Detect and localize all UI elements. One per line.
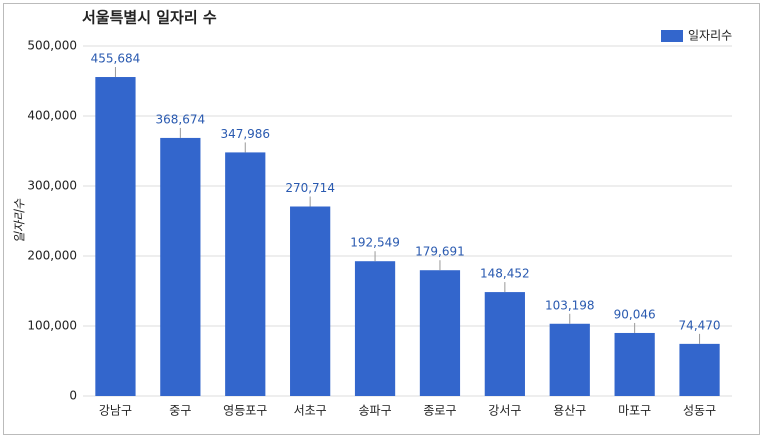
bar (290, 206, 331, 396)
x-tick-label: 송파구 (358, 404, 391, 418)
x-tick-label: 영등포구 (223, 404, 267, 418)
bar (354, 261, 396, 396)
x-tick-label: 종로구 (423, 404, 456, 418)
y-tick-label: 100,000 (27, 319, 77, 333)
x-tick-label: 강남구 (99, 404, 132, 418)
bar (95, 77, 136, 396)
bar (419, 270, 461, 396)
x-tick-label: 강서구 (488, 404, 521, 418)
value-label: 192,549 (350, 236, 400, 250)
value-label: 368,674 (156, 112, 206, 126)
bar (484, 292, 525, 396)
value-label: 103,198 (545, 298, 595, 312)
y-tick-label: 400,000 (27, 109, 77, 123)
bar (549, 323, 590, 396)
legend-swatch (661, 30, 683, 42)
value-label: 148,452 (480, 267, 530, 281)
value-label: 179,691 (415, 245, 465, 259)
y-tick-label: 500,000 (27, 39, 77, 53)
chart-title: 서울특별시 일자리 수 (82, 9, 217, 27)
y-tick-label: 0 (69, 389, 77, 403)
x-tick-label: 성동구 (683, 404, 716, 418)
value-label: 455,684 (91, 52, 141, 66)
x-tick-label: 마포구 (618, 404, 651, 418)
y-axis-label: 일자리수 (13, 198, 27, 243)
value-label: 270,714 (285, 181, 335, 195)
value-label: 74,470 (679, 318, 721, 332)
value-label: 347,986 (220, 127, 270, 141)
legend-label: 일자리수 (688, 29, 732, 43)
bar (225, 152, 266, 396)
value-label: 90,046 (614, 307, 656, 321)
y-tick-label: 200,000 (27, 249, 77, 263)
bar (679, 343, 720, 396)
x-tick-label: 중구 (169, 404, 191, 418)
x-tick-label: 서초구 (294, 404, 327, 418)
x-tick-label: 용산구 (553, 404, 586, 418)
y-tick-label: 300,000 (27, 179, 77, 193)
bar (614, 332, 655, 396)
bar (160, 137, 201, 396)
